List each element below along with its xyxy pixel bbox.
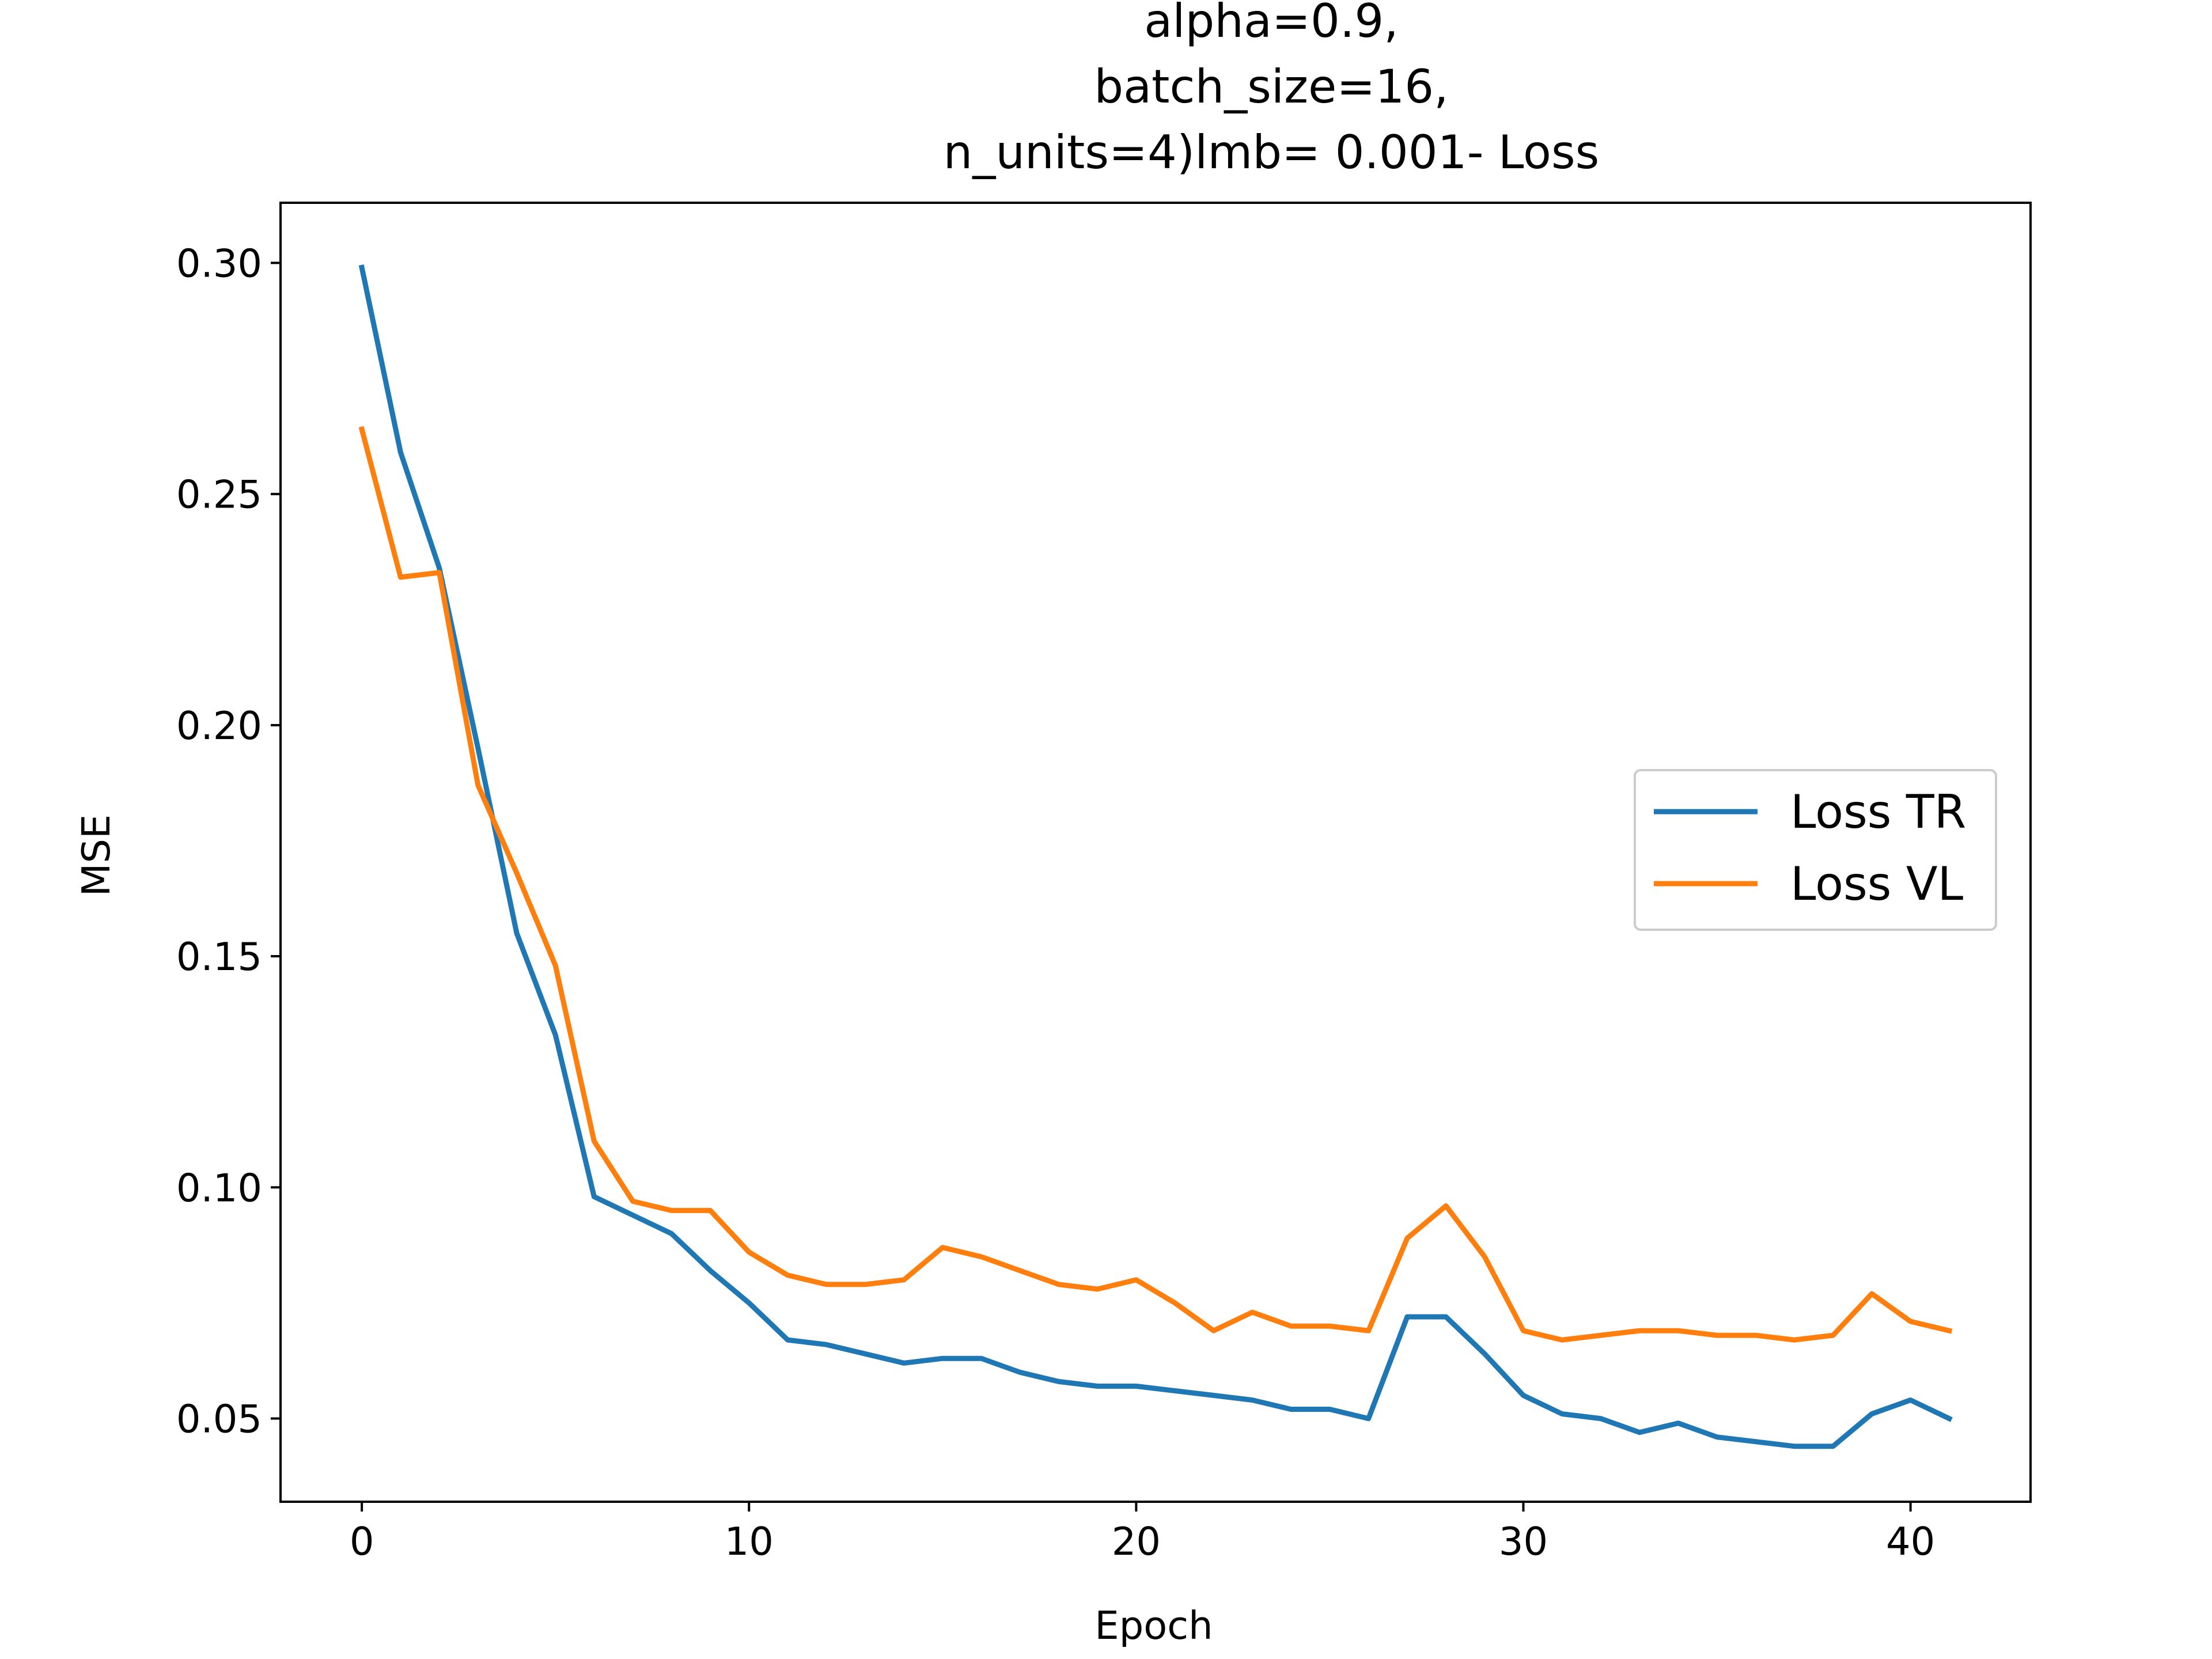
- chart-title: alpha=0.9, batch_size=16, n_units=4)lmb=…: [944, 0, 1600, 179]
- y-tick-label: 0.25: [176, 472, 262, 517]
- series-line-2: [358, 426, 1953, 1343]
- y-tick-label: 0.05: [176, 1397, 262, 1442]
- title-line-3: n_units=4)lmb= 0.001- Loss: [944, 126, 1600, 179]
- axes-frame: [279, 202, 2032, 1503]
- x-tick-label: 10: [725, 1519, 774, 1564]
- y-tick-label: 0.20: [176, 703, 262, 748]
- y-tick-label: 0.30: [176, 241, 262, 286]
- legend: Loss TR Loss VL: [1634, 769, 1997, 931]
- series-line-1: [358, 264, 1953, 1449]
- y-tick-label: 0.10: [176, 1165, 262, 1210]
- title-line-1: alpha=0.9,: [1144, 0, 1398, 48]
- x-axis-label: Epoch: [1094, 1603, 1213, 1648]
- y-tick-label: 0.15: [176, 934, 262, 979]
- plot-area: [279, 202, 2032, 1503]
- x-tick-label: 0: [350, 1519, 374, 1564]
- x-tick-label: 30: [1499, 1519, 1548, 1564]
- title-line-2: batch_size=16,: [1094, 60, 1448, 113]
- legend-label-1: Loss TR: [1790, 785, 1966, 839]
- x-tick-label: 40: [1886, 1519, 1935, 1564]
- y-axis-label: MSE: [74, 815, 119, 897]
- x-axis: 0 10 20 30 40: [350, 1502, 1935, 1564]
- legend-label-2: Loss VL: [1790, 857, 1964, 911]
- x-tick-label: 20: [1112, 1519, 1161, 1564]
- y-axis: 0.05 0.10 0.15 0.20 0.25 0.30: [176, 241, 281, 1442]
